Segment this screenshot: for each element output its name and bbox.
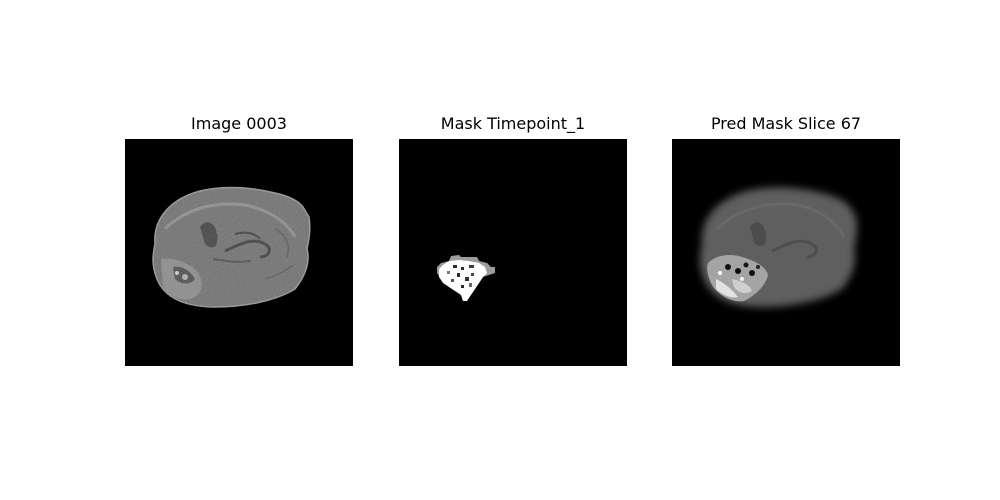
segmentation-mask — [399, 139, 627, 366]
pred-mask-panel — [672, 139, 900, 366]
panel-title-image: Image 0003 — [191, 114, 287, 133]
panel-title-pred-mask: Pred Mask Slice 67 — [710, 114, 862, 133]
mri-image-panel — [125, 139, 353, 366]
predicted-mask-overlay — [672, 139, 900, 366]
panel-title-mask: Mask Timepoint_1 — [440, 114, 586, 133]
mask-panel — [399, 139, 627, 366]
mri-image — [125, 139, 353, 366]
